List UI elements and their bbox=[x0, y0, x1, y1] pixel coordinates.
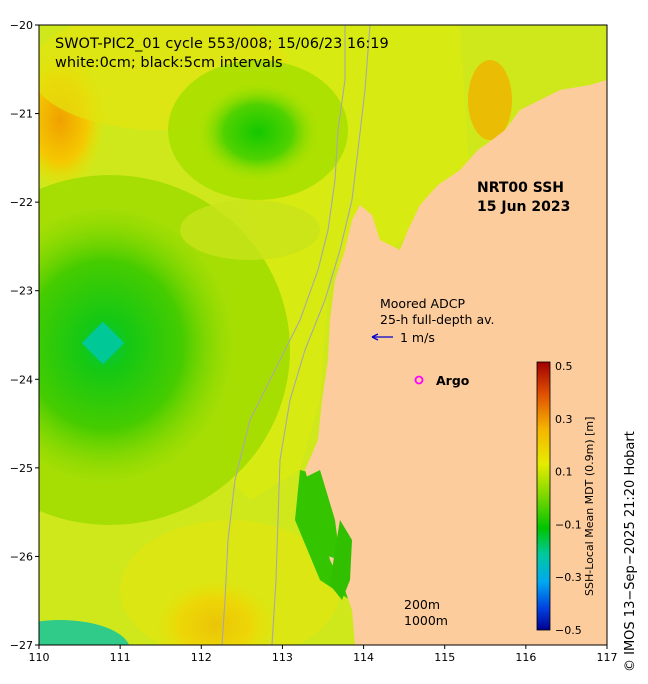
arrow-scale-label: 1 m/s bbox=[400, 330, 435, 345]
map-subtitle: white:0cm; black:5cm intervals bbox=[55, 55, 283, 71]
longitude-axis: 110 111 112 113 114 115 116 117 bbox=[29, 645, 618, 664]
y-tick-label: −26 bbox=[10, 550, 33, 563]
colorbar-tick-label: 0.3 bbox=[555, 413, 573, 426]
product-name: NRT00 SSH bbox=[477, 180, 564, 196]
colorbar-tick-label: 0.5 bbox=[555, 360, 573, 373]
x-tick-label: 114 bbox=[353, 651, 374, 664]
colorbar bbox=[536, 361, 551, 631]
y-tick-label: −20 bbox=[10, 19, 33, 32]
x-tick-label: 110 bbox=[29, 651, 50, 664]
colorbar-tick-label: −0.1 bbox=[555, 518, 582, 531]
x-tick-label: 113 bbox=[272, 651, 293, 664]
isobath-1000-label: 1000m bbox=[404, 613, 448, 628]
copyright-credit: © IMOS 13−Sep−2025 21:20 Hobart bbox=[623, 431, 638, 672]
colorbar-label: SSH-Local Mean MDT (0.9m) [m] bbox=[583, 417, 596, 596]
land-mass bbox=[300, 25, 607, 645]
argo-label: Argo bbox=[436, 373, 470, 388]
adcp-legend-title: Moored ADCP bbox=[380, 296, 465, 311]
colorbar-tick-label: 0.1 bbox=[555, 466, 573, 479]
adcp-legend-subtitle: 25-h full-depth av. bbox=[380, 312, 495, 327]
y-tick-label: −21 bbox=[10, 108, 33, 121]
velocity-arrow-icon bbox=[371, 333, 393, 341]
y-tick-label: −23 bbox=[10, 285, 33, 298]
product-date: 15 Jun 2023 bbox=[477, 199, 570, 215]
colorbar-tick-label: −0.5 bbox=[555, 624, 582, 637]
x-tick-label: 117 bbox=[597, 651, 618, 664]
x-tick-label: 112 bbox=[191, 651, 212, 664]
map-title: SWOT-PIC2_01 cycle 553/008; 15/06/23 16:… bbox=[55, 36, 389, 52]
argo-marker-icon bbox=[414, 375, 424, 385]
y-tick-label: −22 bbox=[10, 196, 33, 209]
y-tick-label: −24 bbox=[10, 373, 33, 386]
y-tick-label: −27 bbox=[10, 639, 33, 652]
map-frame bbox=[38, 24, 608, 646]
colorbar-ticks: 0.5 0.3 0.1 −0.1 −0.3 −0.5 bbox=[555, 360, 582, 637]
y-tick-label: −25 bbox=[10, 462, 33, 475]
isobath-200-label: 200m bbox=[404, 597, 440, 612]
x-tick-label: 111 bbox=[110, 651, 131, 664]
latitude-axis: −20 −21 −22 −23 −24 −25 −26 −27 bbox=[10, 19, 39, 652]
colorbar-tick-label: −0.3 bbox=[555, 571, 582, 584]
isobath-lines bbox=[221, 25, 371, 645]
x-tick-label: 115 bbox=[434, 651, 455, 664]
x-tick-label: 116 bbox=[515, 651, 536, 664]
